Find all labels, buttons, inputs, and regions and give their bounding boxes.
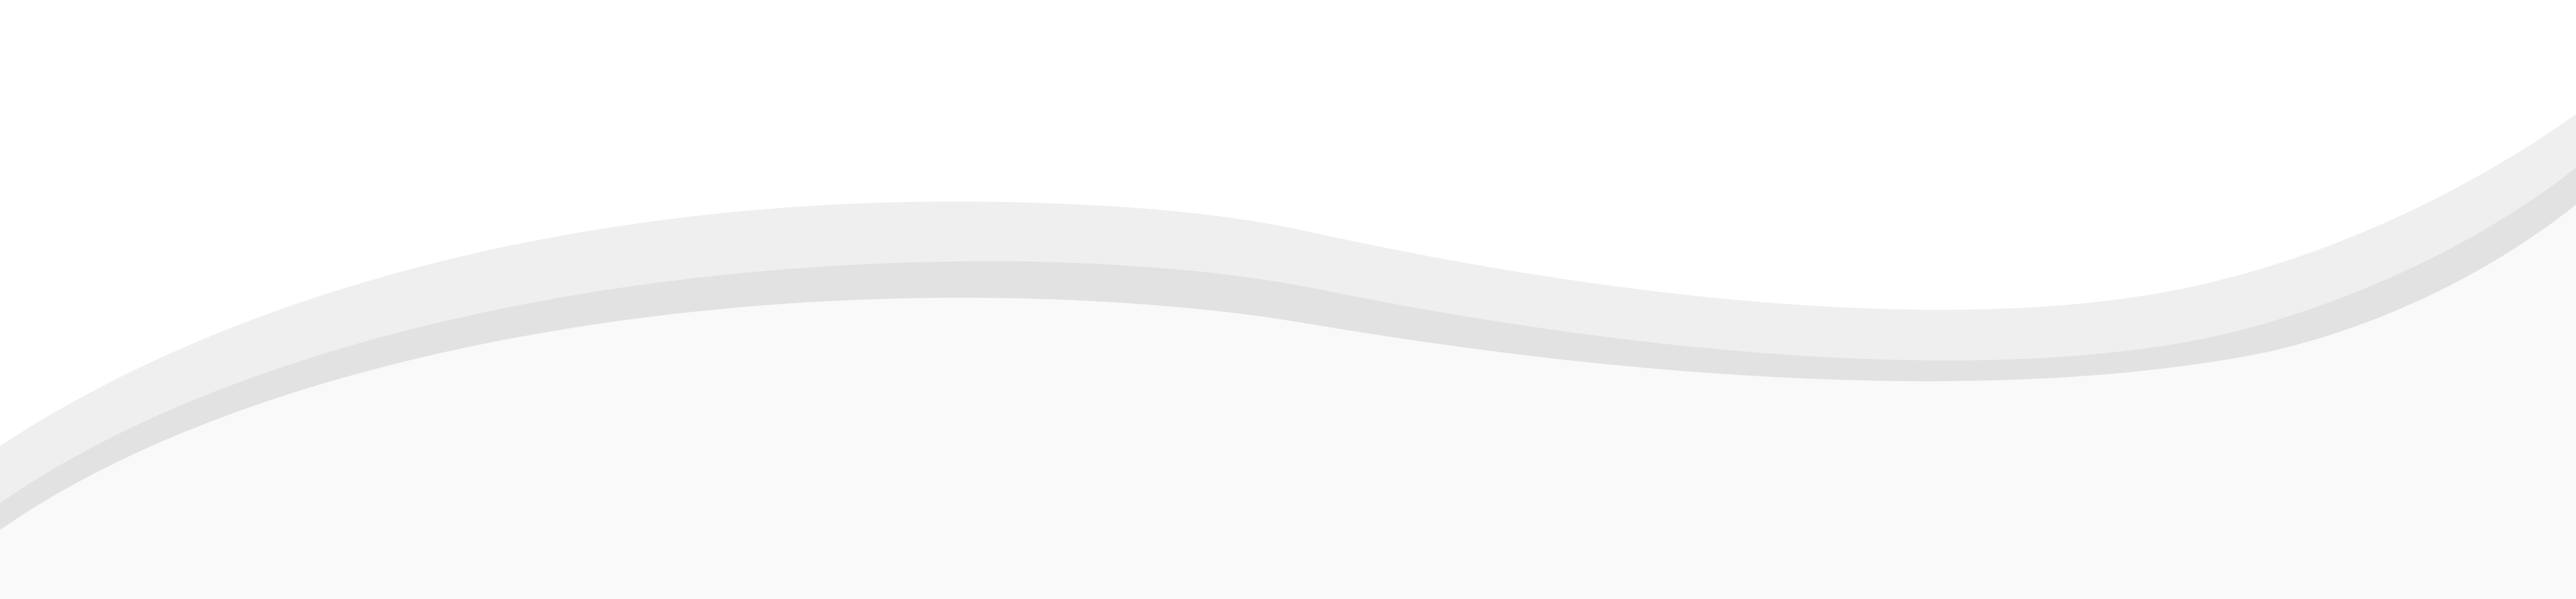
wave-front-layer [0,205,2576,599]
